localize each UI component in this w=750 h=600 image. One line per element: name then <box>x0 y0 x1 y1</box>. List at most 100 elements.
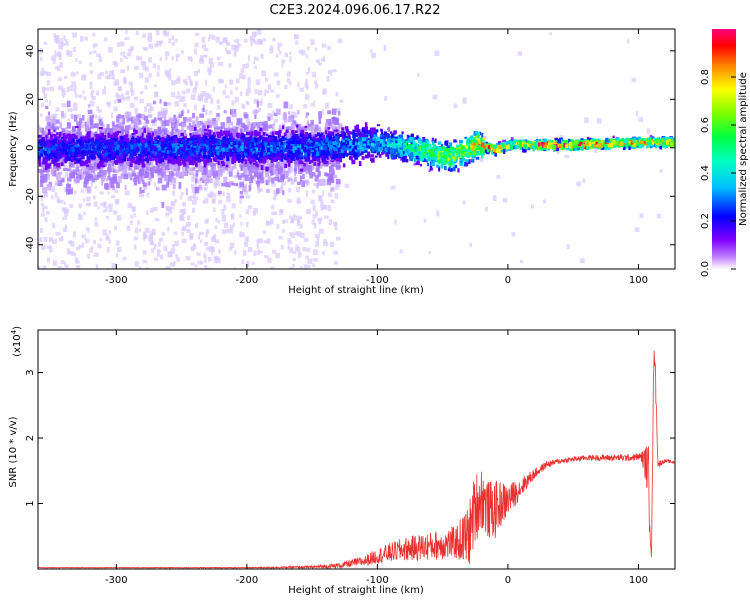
heatmap-cell <box>199 121 203 125</box>
heatmap-cell <box>175 53 180 57</box>
heatmap-cell <box>47 132 52 135</box>
heatmap-cell <box>84 121 87 126</box>
heatmap-cell <box>102 229 108 236</box>
heatmap-cell <box>108 46 113 53</box>
heatmap-cell <box>241 126 246 132</box>
heatmap-cell <box>310 103 314 107</box>
heatmap-cell <box>136 55 140 61</box>
heatmap-cell <box>138 72 144 79</box>
heatmap-cell <box>133 116 138 123</box>
heatmap-cell <box>180 158 184 161</box>
heatmap-cell <box>318 171 321 177</box>
heatmap-cell <box>155 186 160 191</box>
heatmap-cell <box>226 42 231 47</box>
heatmap-cell <box>236 118 240 126</box>
heatmap-cell <box>45 99 48 103</box>
heatmap-cell <box>178 95 181 99</box>
heatmap-cell <box>169 158 172 164</box>
heatmap-cell <box>200 260 204 265</box>
heatmap-cell <box>266 158 270 166</box>
heatmap-cell <box>270 89 274 93</box>
heatmap-cell <box>63 165 68 169</box>
heatmap-cell <box>139 98 144 104</box>
heatmap-cell <box>50 118 53 125</box>
heatmap-cell <box>283 111 287 119</box>
heatmap-cell <box>86 127 89 133</box>
heatmap-cell <box>164 31 170 37</box>
heatmap-cell <box>81 74 87 78</box>
heatmap-cell <box>294 160 300 165</box>
heatmap-cell <box>89 167 92 171</box>
heatmap-cell <box>165 167 170 173</box>
heatmap-cell <box>76 161 81 168</box>
heatmap-cell <box>181 231 184 236</box>
heatmap-cell <box>531 204 534 209</box>
heatmap-cell <box>253 267 256 269</box>
heatmap-cell <box>246 88 251 94</box>
heatmap-cell <box>312 263 316 267</box>
heatmap-cell <box>222 191 225 197</box>
heatmap-cell <box>50 186 56 192</box>
heatmap-cell <box>254 172 257 176</box>
heatmap-cell <box>174 173 178 177</box>
heatmap-cell <box>129 220 133 226</box>
heatmap-cell <box>65 135 69 139</box>
heatmap-cell <box>559 134 563 140</box>
heatmap-cell <box>221 214 226 218</box>
heatmap-cell <box>89 248 93 253</box>
heatmap-cell <box>204 264 208 269</box>
heatmap-cell <box>159 42 162 47</box>
heatmap-cell <box>191 199 197 205</box>
heatmap-cell <box>94 217 98 222</box>
heatmap-cell <box>134 175 140 180</box>
heatmap-cell <box>206 159 209 166</box>
heatmap-cell <box>224 110 228 114</box>
heatmap-cell <box>59 41 64 47</box>
heatmap-cell <box>175 55 179 62</box>
heatmap-cell <box>244 124 249 131</box>
heatmap-cell <box>171 79 176 86</box>
heatmap-cell <box>196 252 201 256</box>
heatmap-cell <box>233 267 237 269</box>
heatmap-cell <box>311 128 316 133</box>
heatmap-cell <box>82 90 85 95</box>
heatmap-cell <box>164 157 168 164</box>
heatmap-cell <box>75 166 78 171</box>
heatmap-cell <box>274 164 278 168</box>
heatmap-cell <box>213 255 219 261</box>
heatmap-cell <box>96 106 99 112</box>
heatmap-cell <box>322 56 326 62</box>
heatmap-cell <box>453 150 458 154</box>
heatmap-cell <box>296 221 301 227</box>
heatmap-cell <box>149 208 154 213</box>
heatmap-cell <box>194 264 198 268</box>
heatmap-cell <box>266 221 272 226</box>
heatmap-cell <box>161 232 166 236</box>
heatmap-cell <box>105 101 111 105</box>
heatmap-cell <box>110 112 114 119</box>
heatmap-cell <box>139 163 142 170</box>
heatmap-cell <box>129 45 135 51</box>
heatmap-cell <box>127 117 132 122</box>
heatmap-cell <box>190 57 193 63</box>
heatmap-cell <box>186 224 191 228</box>
heatmap-cell <box>298 49 303 54</box>
heatmap-cell <box>226 229 229 233</box>
heatmap-cell <box>254 65 257 69</box>
heatmap-cell <box>449 167 453 172</box>
heatmap-cell <box>100 202 106 207</box>
heatmap-cell <box>263 92 267 97</box>
heatmap-cell <box>92 50 97 54</box>
heatmap-cell <box>198 184 202 190</box>
heatmap-cell <box>316 166 320 172</box>
heatmap-cell <box>305 255 309 260</box>
heatmap-cell <box>202 54 208 58</box>
heatmap-cell <box>337 38 343 44</box>
heatmap-cell <box>240 161 244 166</box>
heatmap-cell <box>122 169 128 177</box>
heatmap-cell <box>321 178 326 186</box>
heatmap-cell <box>70 159 74 162</box>
heatmap-cell <box>312 249 318 256</box>
heatmap-cell <box>197 130 201 135</box>
